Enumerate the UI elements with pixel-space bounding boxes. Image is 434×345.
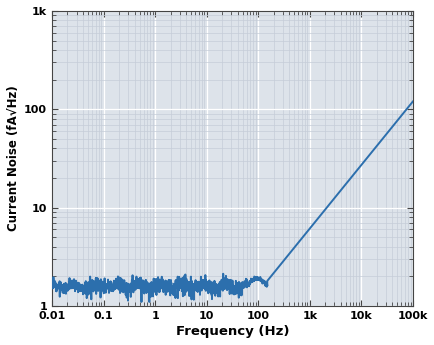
Y-axis label: Current Noise (fA√Hz): Current Noise (fA√Hz) [7, 86, 20, 231]
X-axis label: Frequency (Hz): Frequency (Hz) [175, 325, 289, 338]
